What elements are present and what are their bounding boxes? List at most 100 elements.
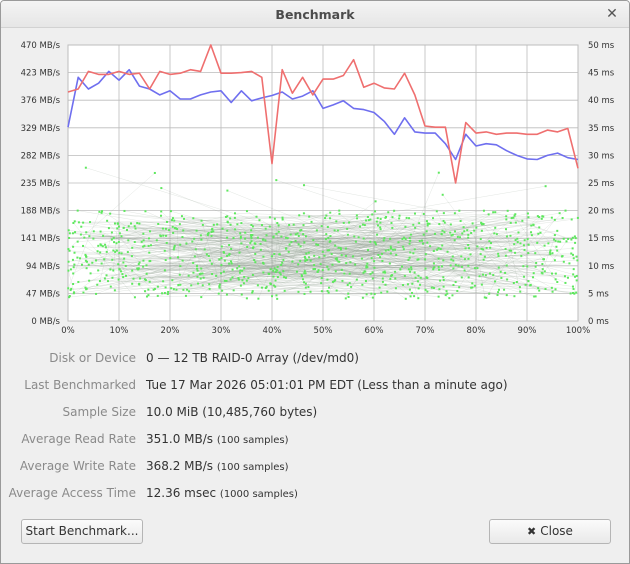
access-time-point <box>230 260 233 263</box>
access-time-point <box>305 252 308 255</box>
access-time-point <box>100 211 103 214</box>
access-trail-line <box>149 245 443 283</box>
access-trail-line <box>408 259 535 297</box>
access-time-point <box>572 257 575 260</box>
access-time-point <box>324 238 327 241</box>
access-time-point <box>157 222 160 225</box>
access-time-point <box>384 249 387 252</box>
access-time-point <box>381 277 384 280</box>
access-trail-line <box>137 210 460 224</box>
access-trail-line <box>313 224 414 270</box>
access-time-point <box>239 269 242 272</box>
access-time-point <box>72 245 75 248</box>
window-close-icon[interactable]: ✕ <box>606 6 618 22</box>
access-time-point <box>271 255 274 258</box>
access-time-point <box>404 297 407 300</box>
access-trail-line <box>72 233 508 280</box>
access-trail-line <box>209 272 386 285</box>
access-time-point <box>449 264 452 267</box>
access-trail-line <box>321 277 366 282</box>
access-trail-line <box>345 210 395 299</box>
y-right-tick-label: 50 ms <box>588 41 615 51</box>
access-time-point <box>167 290 170 293</box>
access-time-point <box>553 238 556 241</box>
access-time-point <box>171 225 174 228</box>
access-time-point <box>408 242 411 245</box>
access-time-point <box>333 280 336 283</box>
access-time-point <box>514 251 517 254</box>
access-time-point <box>361 223 364 226</box>
access-trail-line <box>367 266 465 271</box>
access-time-point <box>417 297 420 300</box>
access-time-point <box>156 294 159 297</box>
access-trail-line <box>110 253 551 270</box>
access-time-point <box>389 277 392 280</box>
access-time-point <box>250 229 253 232</box>
access-time-point <box>534 265 537 268</box>
access-time-point <box>239 284 242 287</box>
access-time-point <box>513 243 516 246</box>
x-tick-label: 10% <box>110 326 129 336</box>
access-time-point <box>92 230 95 233</box>
access-time-point <box>137 267 140 270</box>
access-trail-line <box>244 267 434 269</box>
access-trail-line <box>453 217 514 269</box>
access-time-point <box>276 276 279 279</box>
access-time-point <box>492 211 495 214</box>
access-time-point <box>503 288 506 291</box>
access-time-point <box>320 277 323 280</box>
access-trail-line <box>207 233 396 289</box>
access-time-point <box>394 277 397 280</box>
access-time-point <box>505 218 508 221</box>
access-trail-line <box>304 242 469 267</box>
access-time-point <box>72 222 75 225</box>
access-time-point <box>349 261 352 264</box>
access-trail-line <box>192 241 441 281</box>
start-benchmark-button[interactable]: Start Benchmark... <box>21 519 143 544</box>
access-time-point <box>226 221 229 224</box>
row-sample-size: Sample Size 10.0 MiB (10,485,760 bytes) <box>1 405 629 423</box>
access-time-point <box>231 276 234 279</box>
close-button[interactable]: ✖ Close <box>489 519 611 544</box>
access-time-point <box>310 220 313 223</box>
access-time-point <box>385 215 388 218</box>
access-time-point <box>251 291 254 294</box>
access-time-point <box>300 274 303 277</box>
access-trail-line <box>452 252 553 296</box>
access-time-point <box>543 270 546 273</box>
access-trail-line <box>537 219 556 243</box>
access-time-point <box>134 227 137 230</box>
access-trail-line <box>81 264 439 297</box>
access-time-value: 12.36 msec <box>146 486 217 500</box>
access-time-point <box>526 265 529 268</box>
access-time-point <box>242 282 245 285</box>
access-trail-line <box>320 263 565 277</box>
access-time-point <box>532 276 535 279</box>
access-time-point <box>514 213 517 216</box>
access-time-point <box>184 294 187 297</box>
access-trail-line <box>111 226 464 240</box>
y-right-tick-label: 20 ms <box>588 207 615 217</box>
access-time-point <box>504 247 507 250</box>
access-time-point <box>380 252 383 255</box>
access-time-point <box>185 242 188 245</box>
access-trail-line <box>281 222 516 266</box>
access-time-point <box>229 278 232 281</box>
access-time-point <box>409 295 412 298</box>
access-trail-line <box>404 219 507 238</box>
access-time-point <box>262 262 265 265</box>
access-time-point <box>389 245 392 248</box>
access-time-point <box>272 236 275 239</box>
access-trail-line <box>196 229 213 267</box>
access-time-point <box>145 295 148 298</box>
access-trail-line <box>119 269 525 277</box>
access-time-point <box>387 211 390 214</box>
y-left-tick-label: 47 MB/s <box>26 289 61 299</box>
access-trail-line <box>485 245 545 276</box>
access-trail-line <box>106 251 149 296</box>
access-time-point <box>409 239 412 242</box>
access-time-point <box>101 210 104 213</box>
start-benchmark-label: Start Benchmark... <box>25 524 139 538</box>
access-time-point <box>426 290 429 293</box>
access-time-point <box>297 243 300 246</box>
